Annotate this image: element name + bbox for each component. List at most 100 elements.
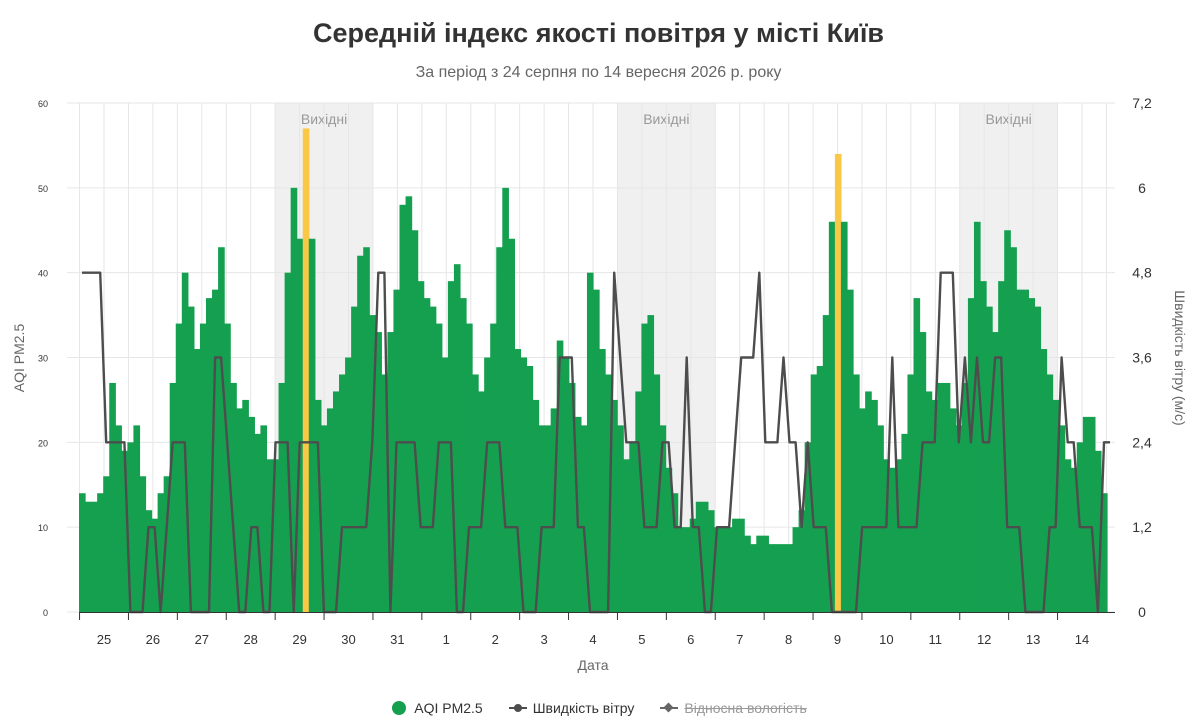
x-tick-label: 30 <box>341 632 355 647</box>
aqi-bar <box>816 365 824 612</box>
aqi-bar <box>199 323 207 612</box>
aqi-bar <box>617 425 624 612</box>
aqi-bar <box>659 425 667 612</box>
x-tick-label: 2 <box>492 632 499 647</box>
aqi-bar <box>411 230 419 612</box>
x-tick-label: 27 <box>195 632 209 647</box>
aqi-bar <box>961 382 969 612</box>
aqi-bar <box>756 535 763 612</box>
aqi-bar <box>193 349 201 612</box>
aqi-bar <box>466 323 473 612</box>
x-tick-label: 11 <box>929 632 943 647</box>
legend-item-humidity[interactable]: Відносна вологість <box>660 700 807 716</box>
x-tick-label: 28 <box>243 632 257 647</box>
aqi-bar <box>127 442 135 612</box>
aqi-bar <box>79 493 86 612</box>
aqi-bar <box>224 323 231 612</box>
aqi-bar <box>236 408 243 612</box>
x-tick-label: 9 <box>834 632 841 647</box>
aqi-bar <box>326 408 334 612</box>
aqi-bar <box>1100 493 1108 612</box>
x-tick-label: 3 <box>540 632 547 647</box>
aqi-bar <box>719 527 727 612</box>
aqi-bar <box>599 349 606 612</box>
x-tick-label: 29 <box>292 632 306 647</box>
aqi-bar <box>738 518 745 612</box>
aqi-bar <box>157 493 165 612</box>
aqi-bar <box>689 518 697 612</box>
aqi-bar <box>544 425 552 612</box>
aqi-bar <box>605 374 612 612</box>
aqi-bar <box>822 315 830 612</box>
aqi-bar <box>671 493 679 612</box>
x-tick-label: 26 <box>146 632 160 647</box>
aqi-bar <box>1046 374 1054 612</box>
aqi-bar <box>949 408 957 612</box>
aqi-bar <box>169 382 177 612</box>
legend-item-wind[interactable]: Швидкість вітру <box>508 700 634 716</box>
aqi-bar <box>641 323 649 612</box>
aqi-bar <box>441 357 449 612</box>
aqi-bar <box>998 281 1005 612</box>
aqi-bar <box>163 476 171 612</box>
aqi-bar <box>986 306 993 612</box>
aqi-bar <box>980 281 987 612</box>
aqi-bar <box>629 442 636 612</box>
aqi-bar <box>1016 289 1023 612</box>
aqi-bar <box>834 153 842 612</box>
aqi-bar <box>230 382 237 612</box>
x-tick-label: 1 <box>443 632 450 647</box>
aqi-bar <box>955 425 963 612</box>
aqi-bar <box>484 357 491 612</box>
aqi-bar <box>453 264 461 612</box>
aqi-bar <box>677 527 685 612</box>
y2-tick-label: 7,2 <box>1132 95 1152 111</box>
x-tick-label: 12 <box>977 632 991 647</box>
aqi-bar <box>109 382 116 612</box>
aqi-bar <box>877 425 884 612</box>
aqi-bar <box>296 238 304 612</box>
aqi-bar <box>490 323 497 612</box>
aqi-bar <box>1082 416 1090 612</box>
aqi-bar <box>369 315 376 612</box>
legend: AQI PM2.5 Швидкість вітру Відносна волог… <box>0 700 1197 716</box>
legend-wind-dot <box>513 704 522 712</box>
y-tick-label: 30 <box>38 354 48 364</box>
aqi-bar <box>853 374 860 612</box>
aqi-bar <box>532 399 540 612</box>
aqi-bar <box>254 433 262 612</box>
aqi-bar <box>1034 306 1042 612</box>
legend-aqi-dot <box>392 701 407 715</box>
aqi-bar <box>375 332 382 612</box>
aqi-bar <box>1010 247 1017 612</box>
x-tick-label: 7 <box>736 632 743 647</box>
aqi-bar <box>314 399 322 612</box>
aqi-bar <box>840 221 848 612</box>
x-tick-label: 5 <box>638 632 645 647</box>
y2-tick-label: 2,4 <box>1132 434 1152 450</box>
aqi-bar <box>889 467 896 612</box>
aqi-bar <box>1094 450 1102 612</box>
aqi-bar <box>762 535 769 612</box>
x-tick-label: 13 <box>1026 632 1040 647</box>
aqi-bar <box>1058 425 1066 612</box>
aqi-bar <box>423 298 431 612</box>
aqi-bar <box>91 501 98 612</box>
aqi-bar <box>278 382 286 612</box>
legend-label-aqi: AQI PM2.5 <box>414 700 483 716</box>
aqi-bar <box>218 247 225 612</box>
aqi-bar <box>798 510 806 612</box>
aqi-bar <box>502 187 509 613</box>
aqi-bar <box>205 298 213 612</box>
aqi-bar <box>351 306 358 612</box>
x-tick-label: 6 <box>687 632 694 647</box>
aqi-bar <box>683 527 691 612</box>
aqi-bar <box>133 425 141 612</box>
aqi-bar <box>726 527 733 612</box>
aqi-bar <box>635 391 642 612</box>
aqi-bar <box>586 272 594 612</box>
legend-wind-icon <box>508 701 527 715</box>
aqi-bar <box>496 247 503 612</box>
aqi-bar <box>774 544 782 612</box>
legend-item-aqi[interactable]: AQI PM2.5 <box>390 700 483 716</box>
